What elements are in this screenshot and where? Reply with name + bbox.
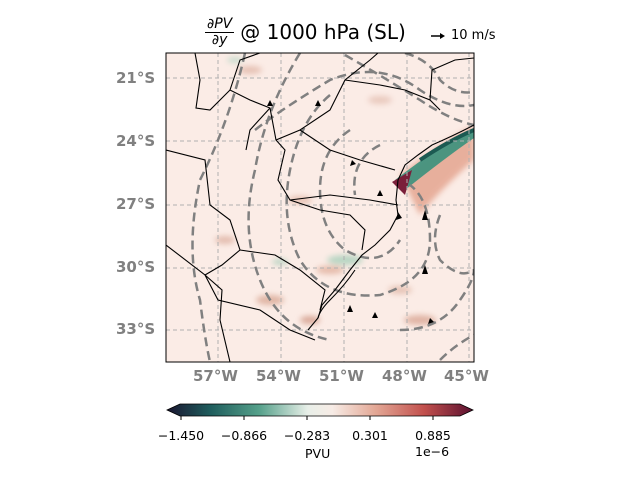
lat-label-1: 24°S — [116, 132, 156, 150]
title-text: @ 1000 hPa (SL) — [240, 20, 406, 44]
lon-label-1: 54°W — [256, 367, 301, 385]
colorbar-tick-4: 0.885 — [415, 428, 451, 443]
colorbar-gradient — [166, 403, 474, 417]
vector-arrow-icon — [431, 32, 445, 39]
lat-label-3: 30°S — [116, 258, 156, 276]
colorbar-tick-0: −1.450 — [157, 428, 205, 443]
vector-key: 10 m/s — [431, 28, 496, 43]
lon-label-4: 45°W — [444, 367, 489, 385]
wind-vectors — [267, 100, 434, 324]
colorbar-tick-3: 0.301 — [352, 428, 388, 443]
lon-label-2: 51°W — [319, 367, 364, 385]
lat-label-2: 27°S — [116, 195, 156, 213]
title-fraction: ∂PV ∂y — [205, 15, 235, 48]
field-anomalies — [215, 57, 436, 325]
borders — [166, 53, 474, 362]
colorbar-label: PVU — [305, 446, 331, 461]
lon-label-0: 57°W — [193, 367, 238, 385]
colorbar-tick-2: −0.283 — [283, 428, 331, 443]
colorbar-ticks — [180, 416, 434, 420]
lat-label-4: 33°S — [116, 320, 156, 338]
map-title: ∂PV ∂y @ 1000 hPa (SL) — [205, 14, 406, 50]
colorbar-exponent: 1e−6 — [415, 444, 450, 459]
colorbar-tick-1: −0.866 — [220, 428, 268, 443]
contour-lines — [191, 53, 474, 362]
lon-label-3: 48°W — [382, 367, 427, 385]
lat-label-0: 21°S — [116, 69, 156, 87]
vector-key-label: 10 m/s — [451, 28, 496, 43]
title-numerator: ∂PV — [205, 15, 235, 33]
map-frame — [165, 52, 475, 363]
title-denominator: ∂y — [211, 31, 228, 48]
